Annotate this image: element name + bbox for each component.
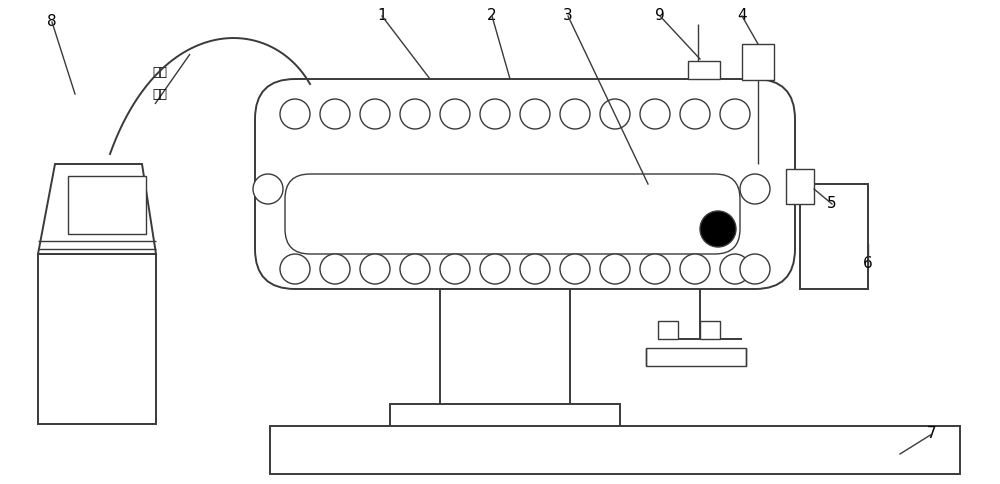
Bar bbox=[38, 254, 156, 424]
Text: 9: 9 bbox=[655, 9, 665, 24]
Circle shape bbox=[320, 99, 350, 129]
Circle shape bbox=[320, 254, 350, 284]
Bar bbox=[658, 321, 678, 339]
Bar bbox=[270, 426, 960, 474]
Circle shape bbox=[560, 254, 590, 284]
Text: 6: 6 bbox=[863, 257, 873, 272]
FancyBboxPatch shape bbox=[285, 174, 740, 254]
Bar bbox=[742, 44, 774, 80]
Bar bbox=[786, 169, 814, 204]
Circle shape bbox=[360, 254, 390, 284]
Text: 控制: 控制 bbox=[152, 65, 168, 78]
Circle shape bbox=[600, 254, 630, 284]
Circle shape bbox=[720, 254, 750, 284]
Bar bbox=[390, 404, 620, 454]
Circle shape bbox=[640, 99, 670, 129]
Circle shape bbox=[740, 174, 770, 204]
Circle shape bbox=[680, 254, 710, 284]
Circle shape bbox=[280, 99, 310, 129]
Text: 线路: 线路 bbox=[152, 88, 168, 101]
Bar bbox=[800, 184, 868, 289]
Circle shape bbox=[280, 254, 310, 284]
Circle shape bbox=[640, 254, 670, 284]
Circle shape bbox=[480, 254, 510, 284]
Circle shape bbox=[440, 99, 470, 129]
Circle shape bbox=[520, 99, 550, 129]
Text: 7: 7 bbox=[927, 426, 937, 441]
Text: 2: 2 bbox=[487, 9, 497, 24]
Bar bbox=[640, 188, 684, 206]
FancyBboxPatch shape bbox=[255, 79, 795, 289]
Circle shape bbox=[700, 211, 736, 247]
Circle shape bbox=[400, 254, 430, 284]
Bar bbox=[440, 289, 570, 424]
Text: 3: 3 bbox=[563, 9, 573, 24]
Text: 5: 5 bbox=[827, 197, 837, 212]
Circle shape bbox=[440, 254, 470, 284]
Circle shape bbox=[253, 174, 283, 204]
Circle shape bbox=[520, 254, 550, 284]
Bar bbox=[688, 61, 720, 79]
Circle shape bbox=[680, 99, 710, 129]
Circle shape bbox=[480, 99, 510, 129]
Circle shape bbox=[560, 99, 590, 129]
Text: 8: 8 bbox=[47, 15, 57, 30]
Circle shape bbox=[740, 254, 770, 284]
Text: 4: 4 bbox=[737, 9, 747, 24]
Bar bbox=[68, 176, 146, 234]
Bar bbox=[650, 204, 670, 219]
Circle shape bbox=[400, 99, 430, 129]
Circle shape bbox=[360, 99, 390, 129]
Text: 1: 1 bbox=[377, 9, 387, 24]
Bar bbox=[646, 348, 746, 366]
Circle shape bbox=[600, 99, 630, 129]
Bar bbox=[700, 321, 720, 339]
Circle shape bbox=[720, 99, 750, 129]
Polygon shape bbox=[38, 164, 156, 254]
